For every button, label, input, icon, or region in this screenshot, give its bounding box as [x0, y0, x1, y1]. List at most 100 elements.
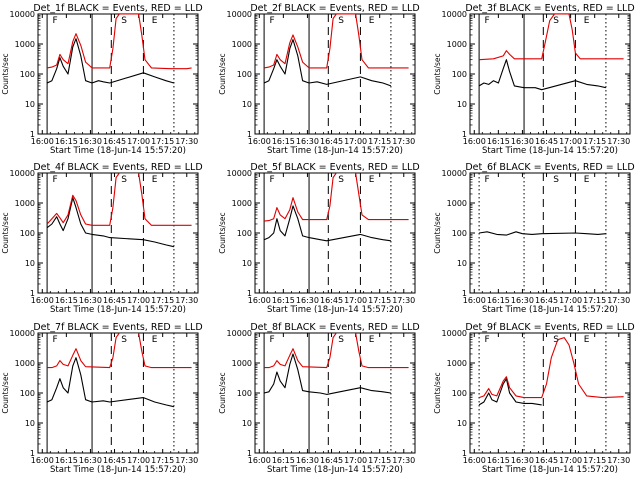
x-tick-label: 17:15	[583, 296, 606, 305]
y-tick-label: 10000	[10, 169, 35, 178]
y-tick-label: 100	[20, 229, 35, 238]
x-axis-label: Start Time (18-Jun-14 15:57:20)	[482, 305, 618, 315]
x-axis-label: Start Time (18-Jun-14 15:57:20)	[50, 305, 186, 315]
x-tick-label: 17:15	[583, 137, 606, 146]
x-tick-label: 16:00	[248, 456, 271, 465]
x-tick-label: 16:45	[320, 296, 343, 305]
y-tick-label: 10	[457, 259, 467, 268]
x-tick-label: 17:00	[127, 456, 150, 465]
event-letter: S	[338, 175, 344, 185]
series-line-lld	[478, 337, 624, 399]
x-tick-label: 16:30	[79, 296, 102, 305]
x-tick-label: 17:00	[344, 296, 367, 305]
x-axis-label: Start Time (18-Jun-14 15:57:20)	[50, 465, 186, 475]
x-tick-label: 16:30	[511, 137, 534, 146]
event-letter: F	[485, 175, 490, 185]
x-tick-label: 17:00	[127, 137, 150, 146]
y-tick-label: 1	[30, 130, 35, 139]
x-tick-label: 17:30	[392, 296, 415, 305]
event-letter: F	[270, 335, 275, 345]
series-line-events	[46, 38, 175, 84]
panel-title: Det_2f BLACK = Events, RED = LLD	[250, 3, 419, 14]
y-axis-label: Counts/sec	[1, 212, 10, 253]
y-tick-label: 10000	[442, 329, 467, 338]
series-line-lld	[47, 333, 192, 369]
x-tick-label: 16:00	[463, 137, 486, 146]
y-tick-label: 10	[457, 100, 467, 109]
event-letter: E	[369, 175, 375, 185]
y-tick-label: 1000	[447, 40, 467, 49]
y-tick-label: 10	[242, 259, 252, 268]
x-tick-label: 16:00	[31, 296, 54, 305]
y-tick-label: 10	[242, 100, 252, 109]
y-tick-label: 1000	[15, 359, 35, 368]
series-line-events	[46, 197, 175, 248]
event-letter: S	[121, 16, 127, 26]
series-line-lld	[264, 14, 409, 69]
x-tick-label: 16:15	[272, 137, 295, 146]
x-tick-label: 17:30	[607, 296, 630, 305]
x-tick-label: 16:30	[79, 456, 102, 465]
y-axis-label: Counts/sec	[433, 372, 442, 413]
y-tick-label: 1	[462, 289, 467, 298]
y-tick-label: 10	[242, 419, 252, 428]
event-letter: E	[152, 16, 158, 26]
x-tick-label: 16:00	[248, 137, 271, 146]
x-tick-label: 17:00	[344, 137, 367, 146]
panel-title: Det_3f BLACK = Events, RED = LLD	[465, 3, 634, 14]
x-axis-label: Start Time (18-Jun-14 15:57:20)	[267, 465, 403, 475]
x-tick-label: 17:30	[175, 296, 198, 305]
panel-title: Det_4f BLACK = Events, RED = LLD	[33, 162, 202, 173]
panel-title: Det_7f BLACK = Events, RED = LLD	[33, 322, 202, 333]
x-tick-label: 17:15	[368, 456, 391, 465]
x-tick-label: 16:45	[103, 137, 126, 146]
panel-2: Det_2f BLACK = Events, RED = LLD 16:00 16:…	[218, 3, 420, 156]
y-tick-label: 1	[247, 289, 252, 298]
panel-title: Det_5f BLACK = Events, RED = LLD	[250, 162, 419, 173]
x-tick-label: 16:00	[31, 137, 54, 146]
panel-title: Det_8f BLACK = Events, RED = LLD	[250, 322, 419, 333]
y-tick-label: 1000	[15, 199, 35, 208]
event-letter: F	[485, 16, 490, 26]
series-line-events	[263, 205, 391, 242]
x-tick-label: 16:45	[535, 456, 558, 465]
y-axis-label: Counts/sec	[433, 212, 442, 253]
panel-4: Det_4f BLACK = Events, RED = LLD 16:00 16:…	[1, 162, 203, 315]
x-tick-label: 17:00	[559, 137, 582, 146]
series-line-lld	[479, 14, 624, 61]
event-letter: S	[553, 335, 559, 345]
y-tick-label: 1000	[232, 359, 252, 368]
y-axis-label: Counts/sec	[1, 53, 10, 94]
x-tick-label: 16:00	[463, 296, 486, 305]
y-tick-label: 100	[20, 389, 35, 398]
event-letter: S	[553, 16, 559, 26]
y-tick-label: 1	[30, 449, 35, 458]
x-tick-label: 17:30	[392, 456, 415, 465]
x-tick-label: 16:00	[31, 456, 54, 465]
event-letter: F	[53, 16, 58, 26]
y-tick-label: 1000	[232, 40, 252, 49]
y-tick-label: 1	[247, 449, 252, 458]
event-letter: F	[270, 175, 275, 185]
y-tick-label: 100	[452, 229, 467, 238]
series-line-lld	[264, 173, 409, 222]
y-tick-label: 1	[462, 130, 467, 139]
x-tick-label: 17:30	[392, 137, 415, 146]
y-tick-label: 10000	[227, 169, 252, 178]
x-tick-label: 16:15	[55, 456, 78, 465]
y-tick-label: 1000	[232, 199, 252, 208]
y-tick-label: 100	[20, 70, 35, 79]
x-tick-label: 16:30	[511, 296, 534, 305]
x-tick-label: 16:15	[487, 137, 510, 146]
event-letter: E	[584, 16, 590, 26]
event-letter: F	[270, 16, 275, 26]
x-tick-label: 17:30	[607, 137, 630, 146]
x-axis-label: Start Time (18-Jun-14 15:57:20)	[267, 305, 403, 315]
x-tick-label: 17:00	[559, 456, 582, 465]
y-tick-label: 10000	[227, 329, 252, 338]
series-line-events	[263, 39, 392, 87]
x-tick-label: 16:30	[296, 456, 319, 465]
y-tick-label: 1	[247, 130, 252, 139]
